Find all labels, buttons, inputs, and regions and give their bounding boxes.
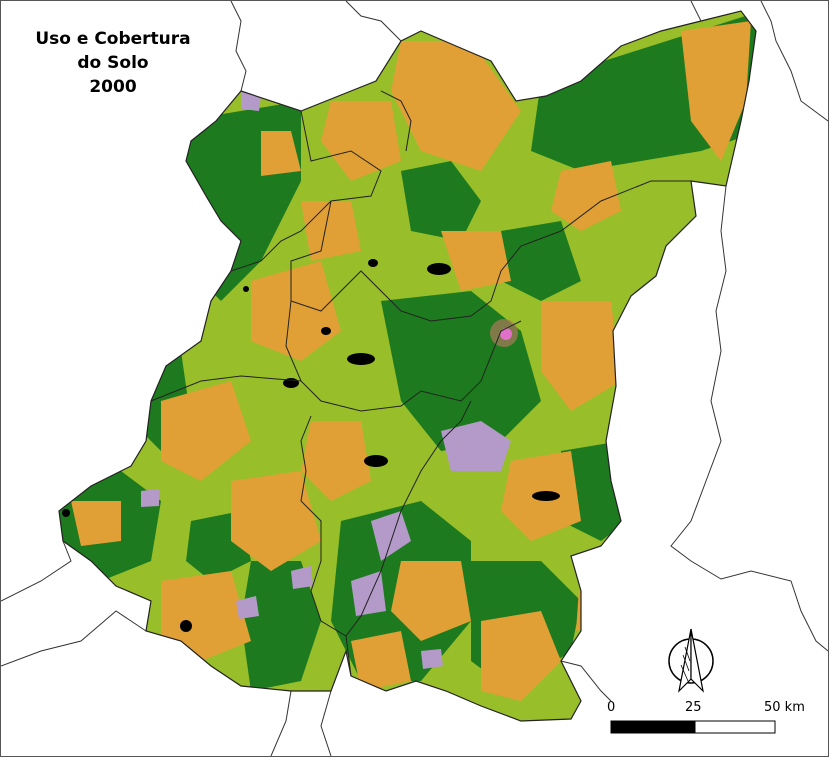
title-line-1: Uso e Cobertura [35, 29, 191, 49]
internal-boundaries [150, 90, 691, 677]
scale-label-25: 25 [685, 700, 702, 715]
map-title: Uso e Cobertura do Solo 2000 [23, 27, 203, 99]
agriculture-patches [71, 21, 751, 701]
title-line-3: 2000 [89, 77, 137, 97]
urban-core-center [500, 328, 512, 340]
water-bodies [62, 123, 752, 632]
scale-label-50km: 50 km [764, 700, 805, 715]
scale-label-0: 0 [607, 700, 616, 715]
scale-bar [610, 720, 776, 734]
urban-patches [141, 91, 511, 669]
title-line-2: do Solo [77, 53, 149, 73]
north-arrow-icon [668, 628, 714, 693]
